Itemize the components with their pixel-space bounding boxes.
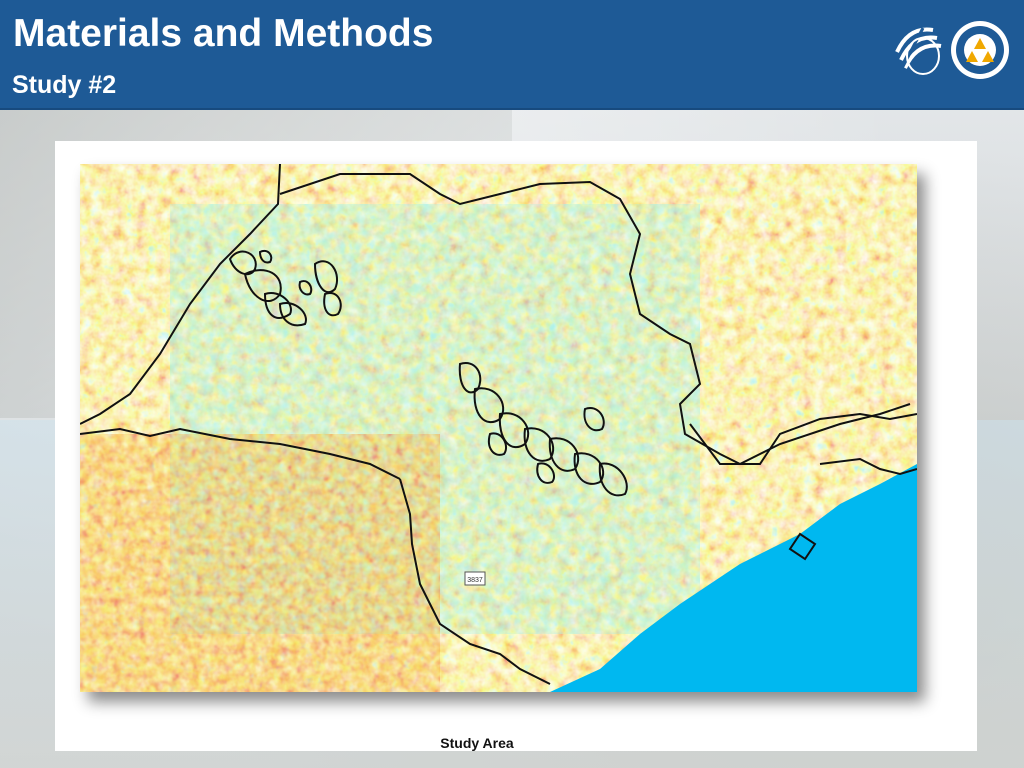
map-boundaries: [80, 164, 917, 685]
study-area-map: 3837: [80, 164, 917, 692]
map-ocean: [550, 464, 917, 692]
map-reference-label: 3837: [467, 577, 483, 584]
slide-title: Materials and Methods: [13, 12, 434, 55]
institution-logo-stripes-icon: [895, 27, 942, 75]
study-area-polygons-central: [458, 362, 628, 497]
university-seal-icon: [951, 21, 1009, 79]
map-reference-box: [464, 571, 486, 586]
figure-caption: Study Area: [440, 735, 514, 751]
slide-header: Materials and Methods Study #2: [0, 0, 1024, 110]
study-area-polygons-northwest: [228, 250, 342, 327]
vegetation-index-map-image: 3837: [80, 164, 917, 692]
slide-subtitle: Study #2: [12, 71, 117, 99]
map-raster-southwest: [80, 434, 440, 692]
